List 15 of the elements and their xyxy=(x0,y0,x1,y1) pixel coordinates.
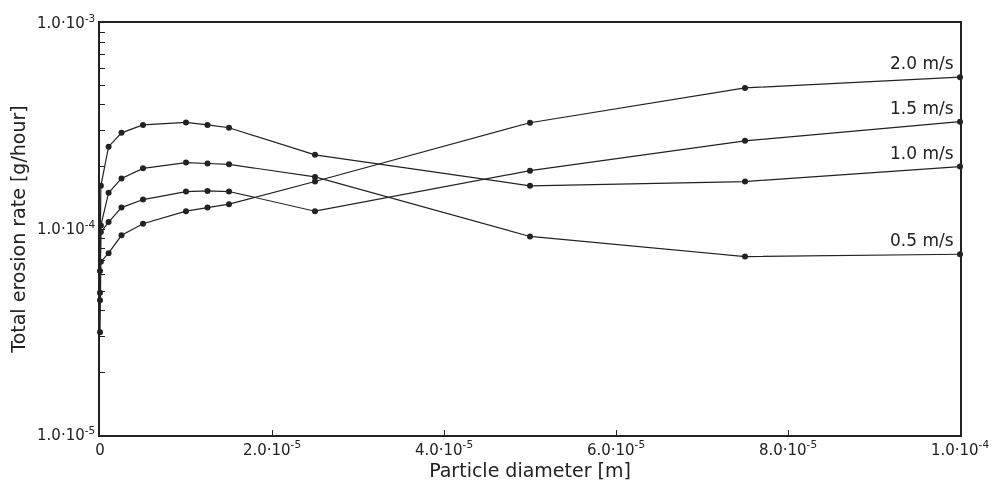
x-tick-label: 2.0·10$^{-5}$ xyxy=(242,438,302,459)
x-tick-label: 8.0·10$^{-5}$ xyxy=(758,438,818,459)
x-tick-label: 0 xyxy=(95,440,105,459)
x-tick-label: 4.0·10$^{-5}$ xyxy=(414,438,474,459)
y-tick-label: 1.0·10$^{-3}$ xyxy=(37,11,96,33)
x-tick-label: 6.0·10$^{-5}$ xyxy=(586,438,646,459)
y-tick-label: 1.0·10$^{-4}$ xyxy=(37,217,96,239)
series-label: 2.0 m/s xyxy=(890,53,954,73)
y-axis-title: Total erosion rate [g/hour] xyxy=(7,105,30,354)
y-tick-label: 1.0·10$^{-5}$ xyxy=(37,423,96,445)
series-label: 0.5 m/s xyxy=(890,230,954,250)
series-label: 1.5 m/s xyxy=(890,98,954,118)
x-tick-label: 1.0·10$^{-4}$ xyxy=(930,438,990,459)
x-axis-title: Particle diameter [m] xyxy=(429,458,631,481)
series-label: 1.0 m/s xyxy=(890,143,954,163)
